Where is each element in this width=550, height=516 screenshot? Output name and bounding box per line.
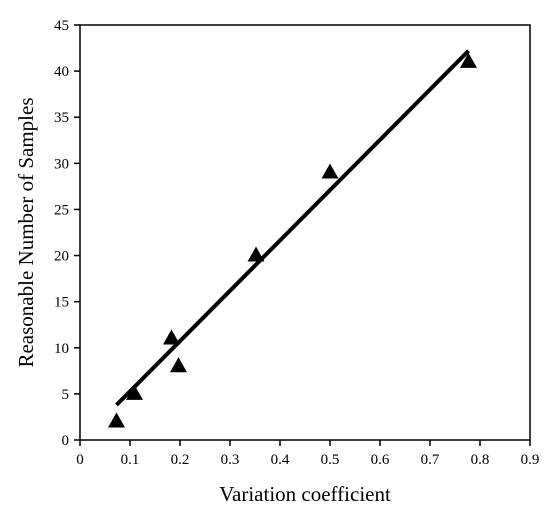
data-point-triangle — [170, 357, 187, 373]
x-tick-label: 0.7 — [421, 452, 440, 468]
plot-border — [79, 24, 531, 441]
data-point-triangle — [460, 52, 477, 68]
data-point-triangle — [108, 412, 125, 428]
data-point-triangle — [321, 163, 339, 179]
x-tick-label: 0.4 — [271, 452, 290, 468]
data-point-triangle — [247, 246, 265, 262]
data-point-triangle — [163, 329, 180, 345]
y-tick-label: 10 — [54, 341, 69, 357]
y-tick-label: 35 — [54, 110, 69, 126]
y-tick-label: 15 — [54, 295, 69, 311]
x-tick-label: 0.1 — [121, 452, 140, 468]
x-axis-title: Variation coefficient — [219, 482, 391, 506]
data-point-triangle — [126, 384, 143, 400]
plot-frame — [79, 24, 531, 441]
y-tick-label: 25 — [54, 202, 69, 218]
y-tick-label: 40 — [54, 64, 69, 80]
x-tick-label: 0.6 — [371, 452, 390, 468]
x-tick-label: 0 — [76, 452, 84, 468]
y-tick-label: 30 — [54, 156, 69, 172]
y-tick-label: 20 — [54, 249, 69, 265]
trend-line-group — [115, 49, 470, 407]
y-tick-label: 0 — [62, 433, 70, 449]
x-tick-label: 0.9 — [521, 452, 540, 468]
y-axis-title: Reasonable Number of Samples — [14, 97, 38, 367]
x-tick-label: 0.2 — [171, 452, 190, 468]
y-axis-ticks: 0 5 10 15 20 25 30 35 40 45 — [54, 18, 80, 449]
x-tick-label: 0.8 — [471, 452, 490, 468]
y-tick-label: 45 — [54, 18, 69, 34]
x-tick-label: 0.3 — [221, 452, 240, 468]
x-axis-ticks: 0 0.1 0.2 0.3 0.4 0.5 0.6 0.7 0.8 0.9 — [76, 440, 539, 468]
data-points — [108, 52, 477, 428]
trend-line — [115, 49, 470, 407]
x-tick-label: 0.5 — [321, 452, 340, 468]
y-tick-label: 5 — [62, 387, 70, 403]
